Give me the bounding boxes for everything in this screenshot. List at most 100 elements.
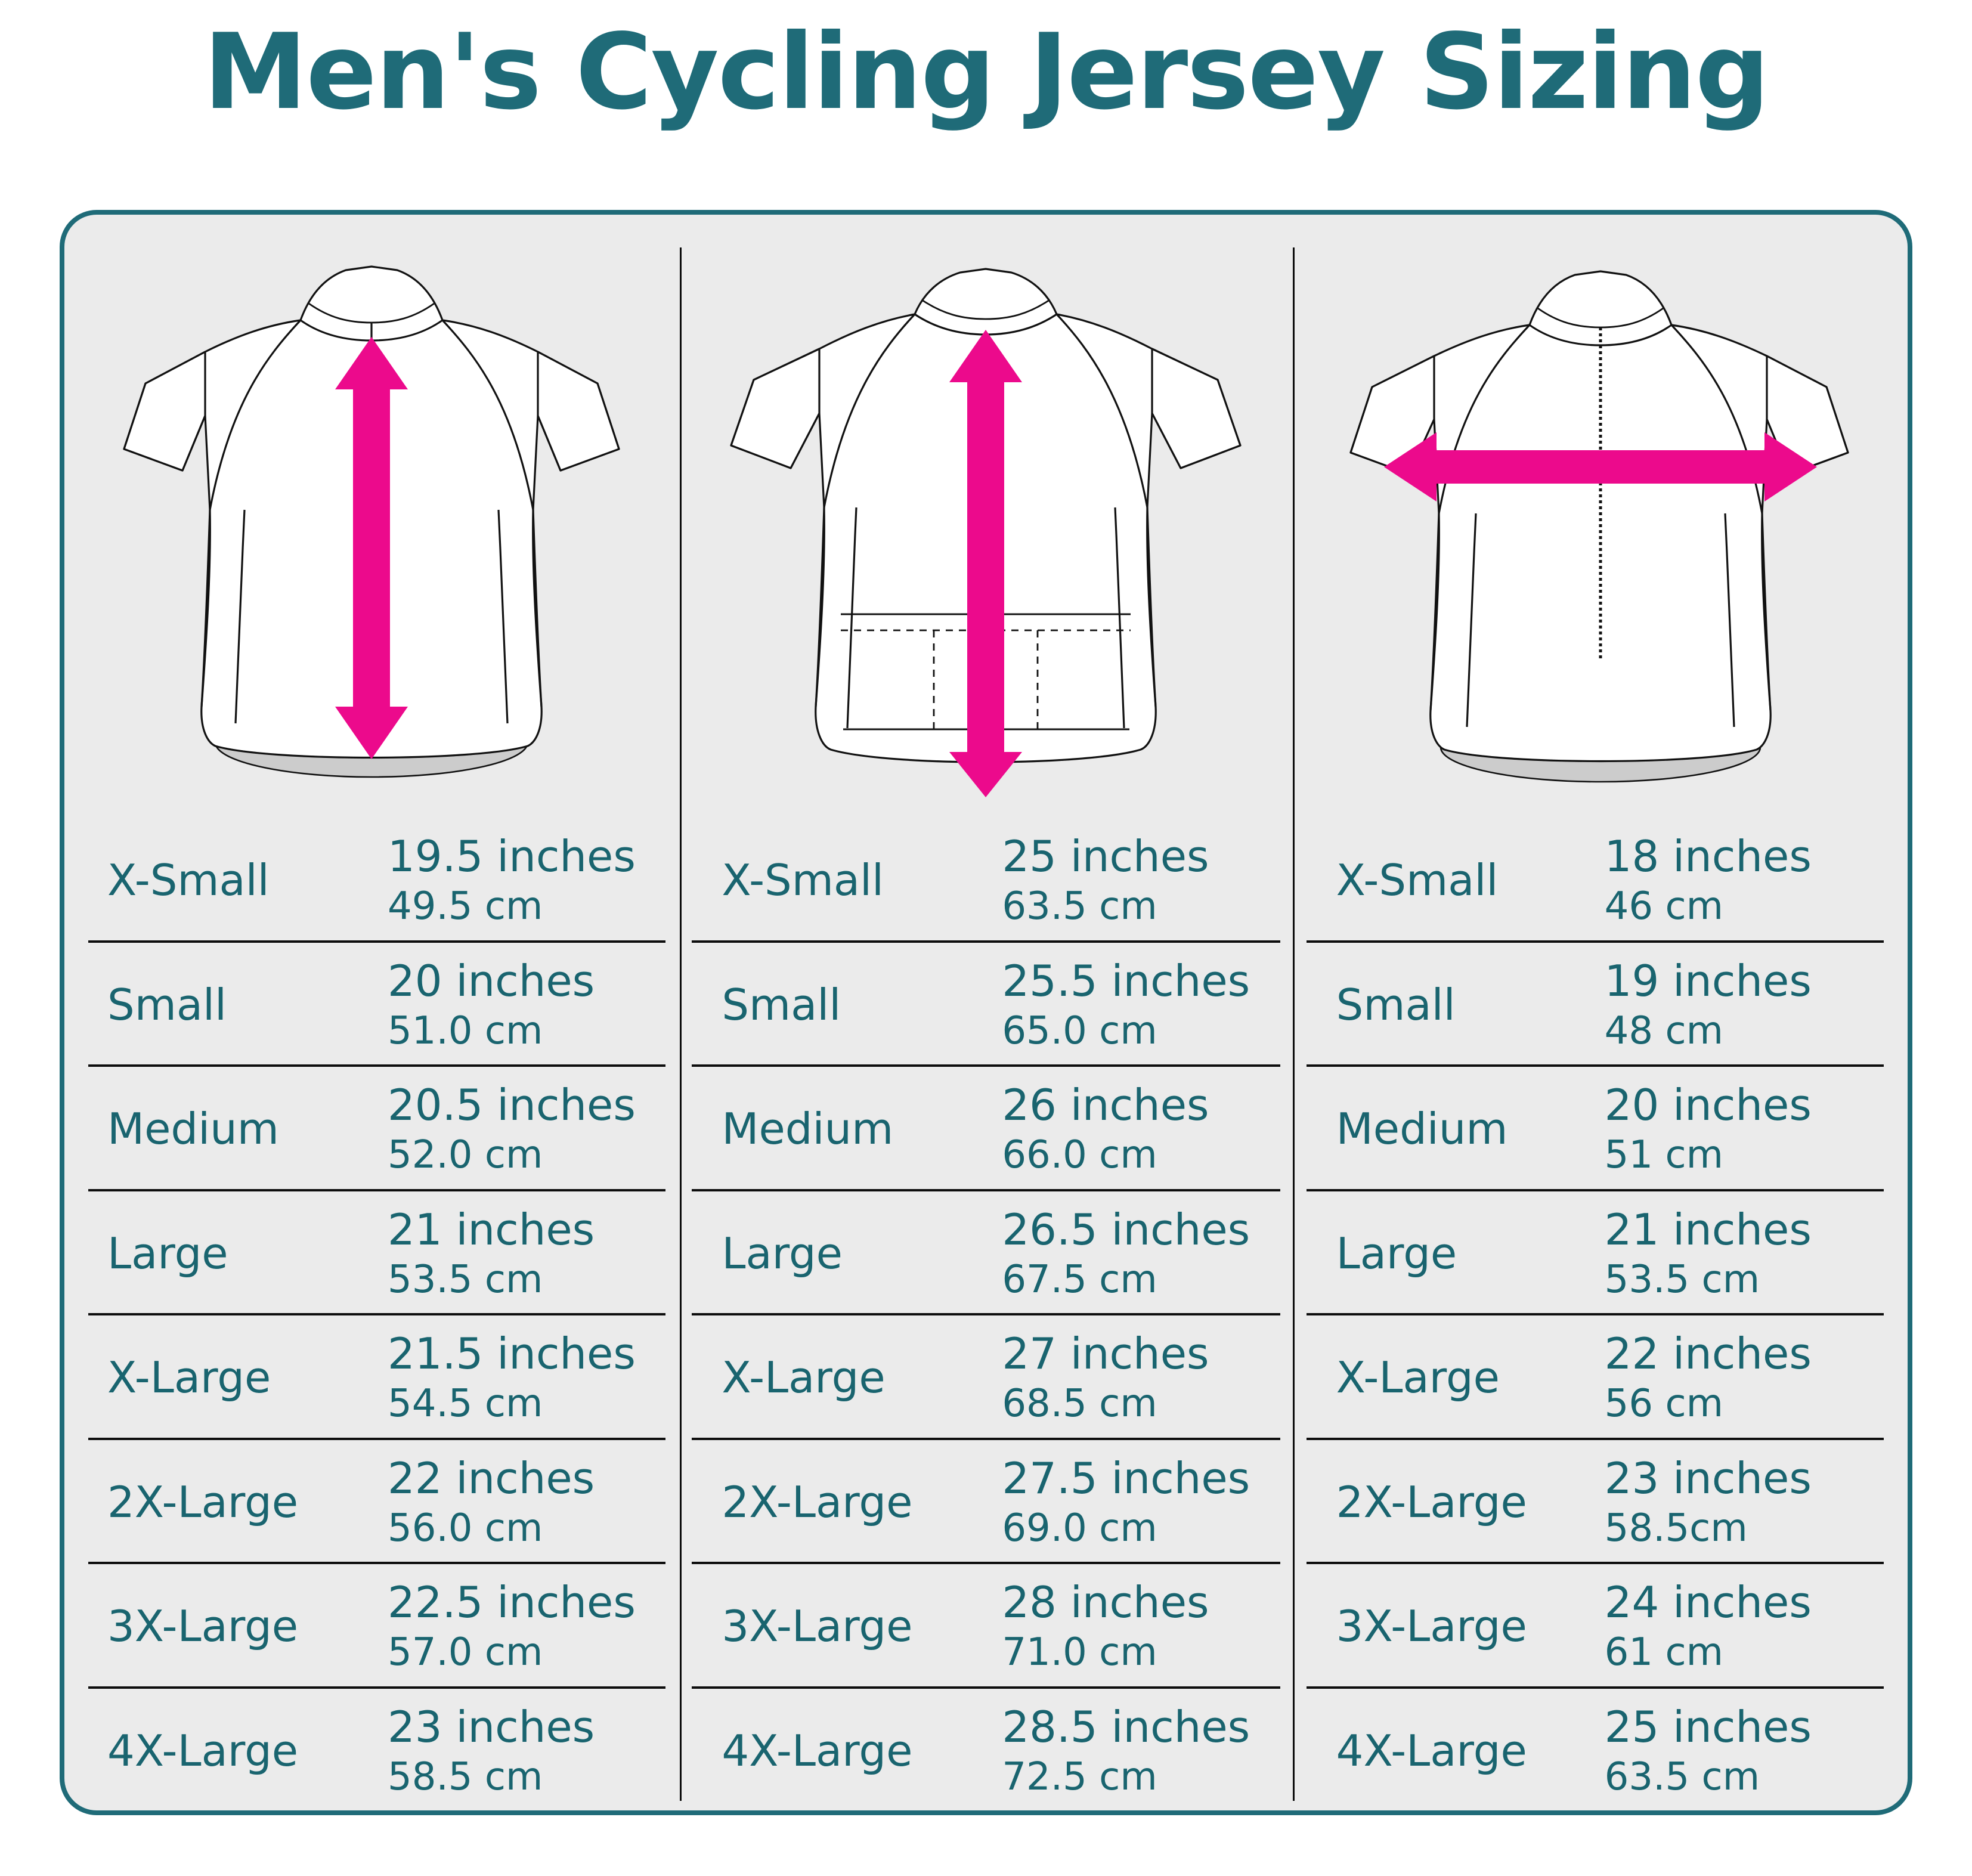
measurement-inches: 28.5 inches <box>1002 1701 1250 1752</box>
figure-front-length <box>64 215 679 817</box>
measurement: 28.5 inches 72.5 cm <box>1002 1701 1250 1800</box>
table-row: 3X-Large 22.5 inches 57.0 cm <box>64 1564 679 1689</box>
measurement-cm: 53.5 cm <box>1604 1257 1760 1302</box>
table-row: X-Large 21.5 inches 54.5 cm <box>64 1315 679 1440</box>
table-row: Medium 26 inches 66.0 cm <box>679 1067 1293 1191</box>
size-label: Small <box>107 979 227 1030</box>
measurement-inches: 25 inches <box>1002 831 1209 882</box>
row-divider <box>88 1313 666 1315</box>
row-divider <box>692 1188 1280 1191</box>
table-row: Medium 20.5 inches 52.0 cm <box>64 1067 679 1191</box>
measurement: 21 inches 53.5 cm <box>388 1204 595 1303</box>
table-row: Small 25.5 inches 65.0 cm <box>679 943 1293 1067</box>
measurement-inches: 22 inches <box>388 1453 595 1503</box>
size-label: 3X-Large <box>1336 1601 1527 1652</box>
measurement-cm: 53.5 cm <box>388 1257 543 1302</box>
measurement-cm: 72.5 cm <box>1002 1754 1157 1799</box>
size-label: 4X-Large <box>722 1725 913 1776</box>
measurement-inches: 22 inches <box>1604 1329 1812 1379</box>
row-divider <box>88 1064 666 1067</box>
row-divider <box>1306 1188 1884 1191</box>
table-row: Small 20 inches 51.0 cm <box>64 943 679 1067</box>
measurement-inches: 22.5 inches <box>388 1577 636 1628</box>
row-divider <box>1306 1686 1884 1689</box>
measurement: 20 inches 51 cm <box>1605 1079 1812 1178</box>
figure-chest-width <box>1293 215 1908 817</box>
size-label: Small <box>1336 979 1456 1030</box>
measurement: 22 inches 56 cm <box>1605 1328 1812 1427</box>
size-label: 4X-Large <box>107 1725 299 1776</box>
table-row: Large 26.5 inches 67.5 cm <box>679 1191 1293 1315</box>
row-divider <box>88 1562 666 1564</box>
measurement-inches: 27.5 inches <box>1002 1453 1250 1503</box>
size-column-front-length: X-Small 19.5 inches 49.5 cm Small 20 inc… <box>64 818 679 1813</box>
measurement-inches: 23 inches <box>1604 1453 1812 1503</box>
size-label: 2X-Large <box>722 1476 913 1527</box>
size-label: X-Small <box>1336 855 1499 906</box>
measurement-cm: 63.5 cm <box>1002 884 1157 929</box>
measurement: 26 inches 66.0 cm <box>1002 1079 1209 1178</box>
jersey-figures <box>64 215 1908 817</box>
table-row: 3X-Large 28 inches 71.0 cm <box>679 1564 1293 1689</box>
row-divider <box>88 1437 666 1440</box>
measure-arrow-horizontal <box>1383 432 1817 501</box>
size-label: 3X-Large <box>107 1601 299 1652</box>
measurement-inches: 19.5 inches <box>388 831 636 882</box>
table-row: X-Large 22 inches 56 cm <box>1293 1315 1908 1440</box>
table-row: X-Small 19.5 inches 49.5 cm <box>64 818 679 943</box>
measurement-inches: 20 inches <box>1604 1080 1812 1131</box>
table-row: Medium 20 inches 51 cm <box>1293 1067 1908 1191</box>
measurement: 27 inches 68.5 cm <box>1002 1328 1209 1427</box>
row-divider <box>692 1686 1280 1689</box>
table-row: 4X-Large 25 inches 63.5 cm <box>1293 1689 1908 1813</box>
sizing-table: X-Small 19.5 inches 49.5 cm Small 20 inc… <box>64 818 1908 1813</box>
size-label: Large <box>1336 1228 1457 1278</box>
table-row: 2X-Large 27.5 inches 69.0 cm <box>679 1440 1293 1564</box>
measurement-inches: 23 inches <box>388 1701 595 1752</box>
row-divider <box>692 1437 1280 1440</box>
jersey-chest-width-illustration <box>1349 270 1849 783</box>
row-divider <box>692 940 1280 943</box>
measurement-cm: 52.0 cm <box>388 1133 543 1178</box>
size-label: X-Large <box>107 1352 271 1403</box>
measurement-cm: 61 cm <box>1604 1630 1723 1675</box>
size-column-back-length: X-Small 25 inches 63.5 cm Small 25.5 inc… <box>679 818 1293 1813</box>
size-label: 2X-Large <box>107 1476 299 1527</box>
size-label: 3X-Large <box>722 1601 913 1652</box>
measurement: 21 inches 53.5 cm <box>1605 1204 1812 1303</box>
measurement-inches: 21 inches <box>388 1204 595 1255</box>
measurement-inches: 20 inches <box>388 955 595 1006</box>
measurement-cm: 71.0 cm <box>1002 1630 1157 1675</box>
measurement: 23 inches 58.5 cm <box>388 1701 595 1800</box>
measurement-cm: 46 cm <box>1604 884 1723 929</box>
measurement: 20 inches 51.0 cm <box>388 955 595 1054</box>
measurement: 20.5 inches 52.0 cm <box>388 1079 636 1178</box>
measurement-cm: 65.0 cm <box>1002 1008 1157 1053</box>
size-label: X-Small <box>107 855 270 906</box>
measurement-inches: 28 inches <box>1002 1577 1209 1628</box>
measurement: 27.5 inches 69.0 cm <box>1002 1453 1250 1552</box>
jersey-front-length-illustration <box>123 265 620 778</box>
measurement-inches: 25 inches <box>1604 1701 1812 1752</box>
measurement: 22 inches 56.0 cm <box>388 1453 595 1552</box>
page-title: Men's Cycling Jersey Sizing <box>203 12 1770 133</box>
row-divider <box>1306 1562 1884 1564</box>
row-divider <box>1306 1437 1884 1440</box>
measurement-inches: 24 inches <box>1604 1577 1812 1628</box>
measurement: 19.5 inches 49.5 cm <box>388 831 636 930</box>
table-row: 4X-Large 28.5 inches 72.5 cm <box>679 1689 1293 1813</box>
row-divider <box>88 1188 666 1191</box>
measurement-cm: 56.0 cm <box>388 1506 543 1550</box>
measurement-inches: 26 inches <box>1002 1080 1209 1131</box>
measurement-inches: 27 inches <box>1002 1329 1209 1379</box>
size-label: Medium <box>107 1104 279 1154</box>
row-divider <box>88 1686 666 1689</box>
table-row: 4X-Large 23 inches 58.5 cm <box>64 1689 679 1813</box>
row-divider <box>1306 1064 1884 1067</box>
table-row: Large 21 inches 53.5 cm <box>64 1191 679 1315</box>
row-divider <box>1306 1313 1884 1315</box>
jersey-back-length-illustration <box>730 268 1242 797</box>
measurement-cm: 66.0 cm <box>1002 1133 1157 1178</box>
measure-arrow-vertical <box>335 337 408 759</box>
